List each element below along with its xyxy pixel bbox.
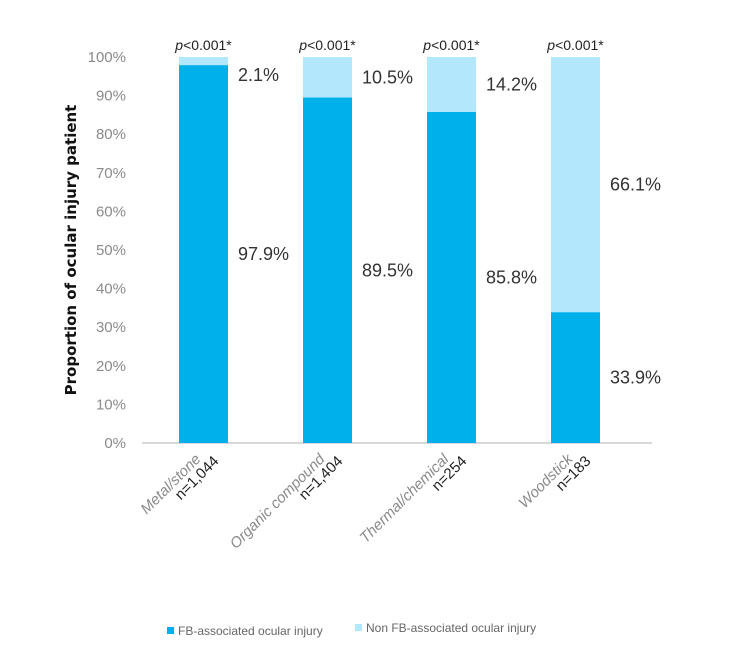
y-tick-label: 20% [96,358,126,375]
y-tick-label: 90% [96,88,126,105]
legend-label-fb: FB-associated ocular injury [178,624,323,638]
y-axis-ticks: 0% 10% 20% 30% 40% 50% 60% 70% 80% 90% 100% [88,49,126,452]
bar-segment [179,57,228,66]
y-tick-label: 80% [96,126,126,143]
p-value-label: p<0.001* [422,37,480,53]
legend-swatch-fb [167,627,174,634]
bar-segment [179,65,228,443]
category-label: Organic compound [227,450,329,552]
y-tick-label: 50% [96,242,126,259]
p-value-label: p<0.001* [174,37,232,53]
data-label: 14.2% [486,74,537,94]
legend: FB-associated ocular injury Non FB-assoc… [167,621,536,638]
y-tick-label: 40% [96,281,126,298]
y-tick-label: 70% [96,165,126,182]
data-label: 10.5% [362,67,413,87]
bar-segment [551,312,600,443]
bar-segment [303,97,352,443]
y-axis-label: Proportion of ocular injury patient [62,105,80,396]
y-tick-label: 100% [88,49,126,66]
y-tick-label: 60% [96,203,126,220]
legend-swatch-non-fb [355,624,362,631]
bar-segment [303,57,352,98]
y-tick-label: 0% [104,435,126,452]
p-value-label: p<0.001* [546,37,604,53]
data-label: 97.9% [238,244,289,264]
data-label: 89.5% [362,260,413,280]
data-label: 66.1% [610,175,661,195]
data-label: 85.8% [486,267,537,287]
data-label: 33.9% [610,368,661,388]
bars: 97.9% 2.1% p<0.001* 89.5% 10.5% p<0.001* 85.8%… [174,37,661,443]
bar-segment [551,57,600,313]
bar-segment [427,57,476,112]
data-label: 2.1% [238,65,279,85]
bar-segment [427,111,476,443]
y-tick-label: 30% [96,319,126,336]
y-tick-label: 10% [96,396,126,413]
p-value-label: p<0.001* [298,37,356,53]
category-label: Thermal/chemical [357,450,453,546]
legend-label-non-fb: Non FB-associated ocular injury [366,621,536,635]
